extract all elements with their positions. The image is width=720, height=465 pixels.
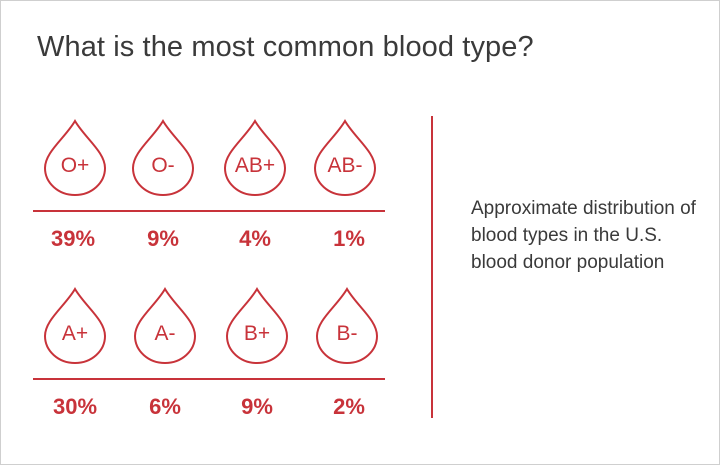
blood-drop-icon: B+ (223, 286, 291, 366)
blood-type-percent: 39% (50, 226, 96, 251)
row-divider-line (33, 210, 385, 212)
blood-drop-icon: O+ (41, 118, 109, 198)
blood-type-percent: 1% (333, 226, 365, 251)
blood-drop-icon: B- (313, 286, 381, 366)
blood-type-label: O- (151, 154, 175, 177)
blood-drop-icon: A- (131, 286, 199, 366)
blood-type-label: AB- (327, 154, 363, 177)
blood-type-label: O+ (60, 154, 90, 177)
blood-drop-icon: AB- (311, 118, 379, 198)
caption-note: Approximate distribution of blood types … (471, 198, 696, 273)
blood-type-label: AB+ (234, 154, 276, 177)
blood-drop-icon: O- (129, 118, 197, 198)
row-divider-line (33, 378, 385, 380)
blood-type-label: A- (154, 322, 176, 345)
blood-type-percent: 6% (149, 394, 181, 419)
blood-type-percent: 2% (333, 394, 365, 419)
blood-type-percent: 4% (239, 226, 271, 251)
blood-drop-icon: A+ (41, 286, 109, 366)
blood-type-percent: 9% (147, 226, 179, 251)
page-title: What is the most common blood type? (37, 31, 534, 63)
blood-drop-icon: AB+ (221, 118, 289, 198)
blood-type-label: B- (336, 322, 358, 345)
blood-type-label: B+ (243, 322, 271, 345)
vertical-divider (431, 116, 433, 418)
blood-type-percent: 9% (241, 394, 273, 419)
blood-type-percent: 30% (52, 394, 98, 419)
blood-type-label: A+ (61, 322, 89, 345)
